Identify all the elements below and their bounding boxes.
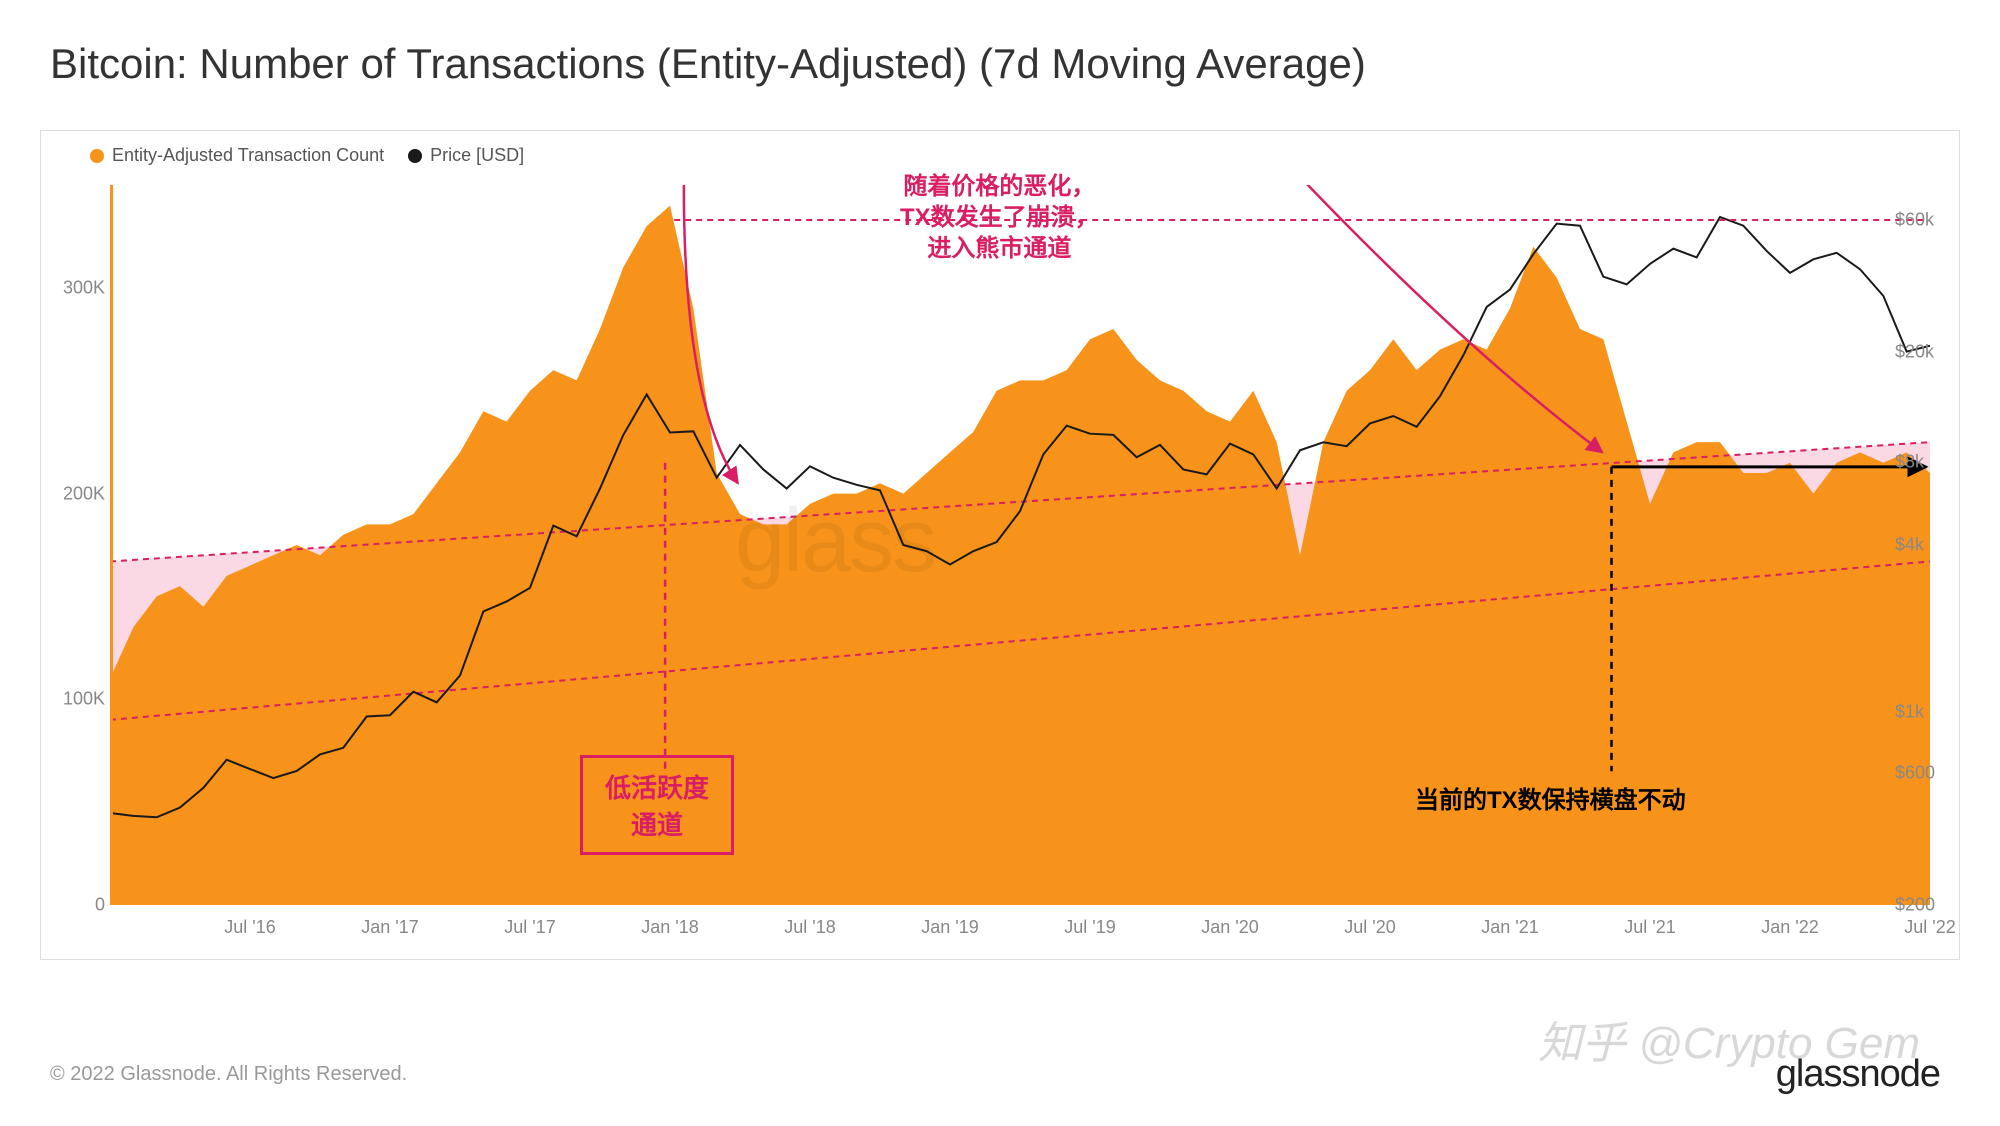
y-left-tick: 100K [63, 689, 105, 710]
legend: Entity-Adjusted Transaction Count Price … [90, 145, 524, 166]
x-tick: Jul '21 [1624, 917, 1675, 938]
annotation-boxed: 低活跃度通道 [580, 755, 734, 855]
x-tick: Jul '18 [784, 917, 835, 938]
y-right-tick: $600 [1895, 762, 1935, 783]
legend-swatch-black [408, 149, 422, 163]
y-axis-right: $200$600$1k$4k$8k$20k$60k [1895, 185, 1950, 905]
legend-label-tx: Entity-Adjusted Transaction Count [112, 145, 384, 166]
y-right-tick: $20k [1895, 341, 1934, 362]
legend-item-tx: Entity-Adjusted Transaction Count [90, 145, 384, 166]
x-tick: Jan '19 [921, 917, 978, 938]
brand-logo: glassnode [1776, 1053, 1940, 1096]
legend-item-price: Price [USD] [408, 145, 524, 166]
y-left-tick: 0 [95, 895, 105, 916]
annotation-top-red: 随着价格的恶化，TX数发生了崩溃，进入熊市通道 [900, 171, 1099, 265]
x-tick: Jul '19 [1064, 917, 1115, 938]
y-right-tick: $200 [1895, 895, 1935, 916]
x-tick: Jul '17 [504, 917, 555, 938]
copyright-text: © 2022 Glassnode. All Rights Reserved. [50, 1063, 407, 1086]
x-tick: Jan '22 [1761, 917, 1818, 938]
x-tick: Jul '16 [224, 917, 275, 938]
y-right-tick: $4k [1895, 535, 1924, 556]
legend-swatch-orange [90, 149, 104, 163]
x-tick: Jan '20 [1201, 917, 1258, 938]
x-tick: Jul '20 [1344, 917, 1395, 938]
page-title: Bitcoin: Number of Transactions (Entity-… [50, 40, 1366, 88]
y-right-tick: $1k [1895, 701, 1924, 722]
y-right-tick: $60k [1895, 209, 1934, 230]
y-left-tick: 200K [63, 483, 105, 504]
annotation-right-black: 当前的TX数保持横盘不动 [1415, 780, 1686, 815]
x-tick: Jan '18 [641, 917, 698, 938]
x-tick: Jan '21 [1481, 917, 1538, 938]
y-axis-left: 0100K200K300K [50, 185, 105, 905]
legend-label-price: Price [USD] [430, 145, 524, 166]
x-tick: Jul '22 [1904, 917, 1955, 938]
y-left-tick: 300K [63, 277, 105, 298]
x-tick: Jan '17 [361, 917, 418, 938]
y-right-tick: $8k [1895, 451, 1924, 472]
